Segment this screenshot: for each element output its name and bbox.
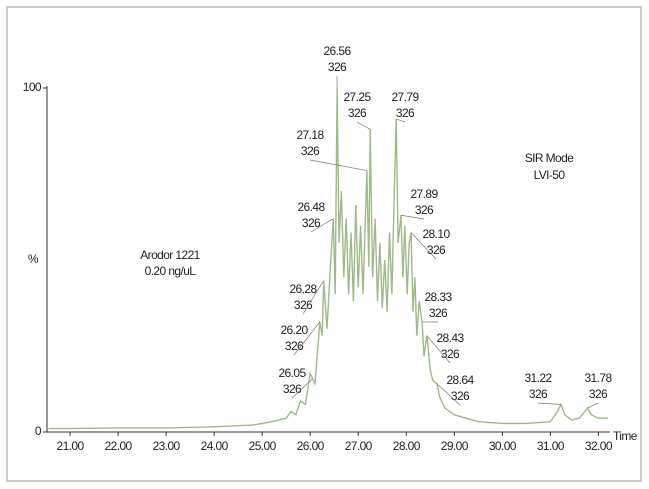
x-tick-label: 31.00 (537, 439, 565, 453)
peak-time-label: 28.10 (422, 227, 450, 241)
leader-line (426, 335, 451, 364)
peak-mass-label: 326 (451, 389, 470, 403)
x-tick-label: 22.00 (105, 439, 133, 453)
leader-line (310, 218, 334, 233)
peak-mass-label: 326 (529, 387, 548, 401)
peak-mass-label: 326 (301, 144, 320, 158)
frame (6, 6, 642, 482)
mode-label: SIR Mode (525, 151, 574, 165)
mode-label: LVI-50 (534, 168, 566, 182)
peak-time-label: 27.79 (391, 90, 419, 104)
peak-mass-label: 326 (415, 203, 434, 217)
peak-time-label: 28.33 (424, 290, 452, 304)
peak-mass-label: 326 (348, 106, 367, 120)
peak-mass-label: 326 (441, 347, 460, 361)
x-tick-label: 32.00 (585, 439, 613, 453)
y-tick-label: 100 (23, 80, 42, 94)
peak-time-label: 26.48 (297, 200, 325, 214)
x-tick-label: 21.00 (57, 439, 85, 453)
leader-line (537, 402, 561, 405)
x-tick-label: 24.00 (201, 439, 229, 453)
peak-time-label: 26.56 (323, 44, 351, 58)
peak-mass-label: 326 (427, 243, 446, 257)
y-axis-label: % (28, 252, 39, 266)
leader-line (587, 402, 599, 409)
leader-line (293, 321, 321, 356)
leader-line (396, 118, 406, 123)
peak-time-label: 26.05 (278, 366, 306, 380)
leader-line (356, 121, 371, 130)
chromatogram-line (48, 87, 608, 430)
leader-line (291, 378, 313, 399)
sample-label: Arodor 1221 (140, 248, 200, 262)
peak-mass-label: 326 (302, 216, 321, 230)
peak-time-label: 26.28 (289, 282, 317, 296)
peak-time-label: 27.89 (410, 187, 438, 201)
leader-line (400, 214, 425, 220)
peak-mass-label: 326 (328, 60, 347, 74)
peak-time-label: 31.22 (524, 371, 552, 385)
sample-label: 0.20 ng/uL (145, 264, 197, 278)
x-axis-label: Time (613, 429, 638, 443)
peak-mass-label: 326 (285, 339, 304, 353)
peak-mass-label: 326 (294, 298, 313, 312)
peak-time-label: 28.64 (446, 373, 474, 387)
peak-time-label: 27.18 (296, 128, 324, 142)
x-tick-label: 23.00 (153, 439, 181, 453)
leader-line (302, 280, 324, 315)
peak-mass-label: 326 (589, 387, 608, 401)
x-tick-label: 28.00 (393, 439, 421, 453)
peak-mass-label: 326 (429, 306, 448, 320)
x-tick-label: 25.00 (249, 439, 277, 453)
x-tick-label: 27.00 (345, 439, 373, 453)
peak-time-label: 28.43 (436, 331, 464, 345)
peak-time-label: 27.25 (343, 90, 371, 104)
peak-mass-label: 326 (283, 382, 302, 396)
x-tick-label: 26.00 (297, 439, 325, 453)
leader-line (309, 159, 367, 171)
leader-line (410, 232, 437, 260)
leader-line (436, 383, 461, 406)
peak-time-label: 26.20 (280, 323, 308, 337)
x-tick-label: 30.00 (489, 439, 517, 453)
peak-time-label: 31.78 (584, 371, 612, 385)
y-tick-label: 0 (35, 424, 42, 438)
x-tick-label: 29.00 (441, 439, 469, 453)
peak-mass-label: 326 (396, 106, 415, 120)
